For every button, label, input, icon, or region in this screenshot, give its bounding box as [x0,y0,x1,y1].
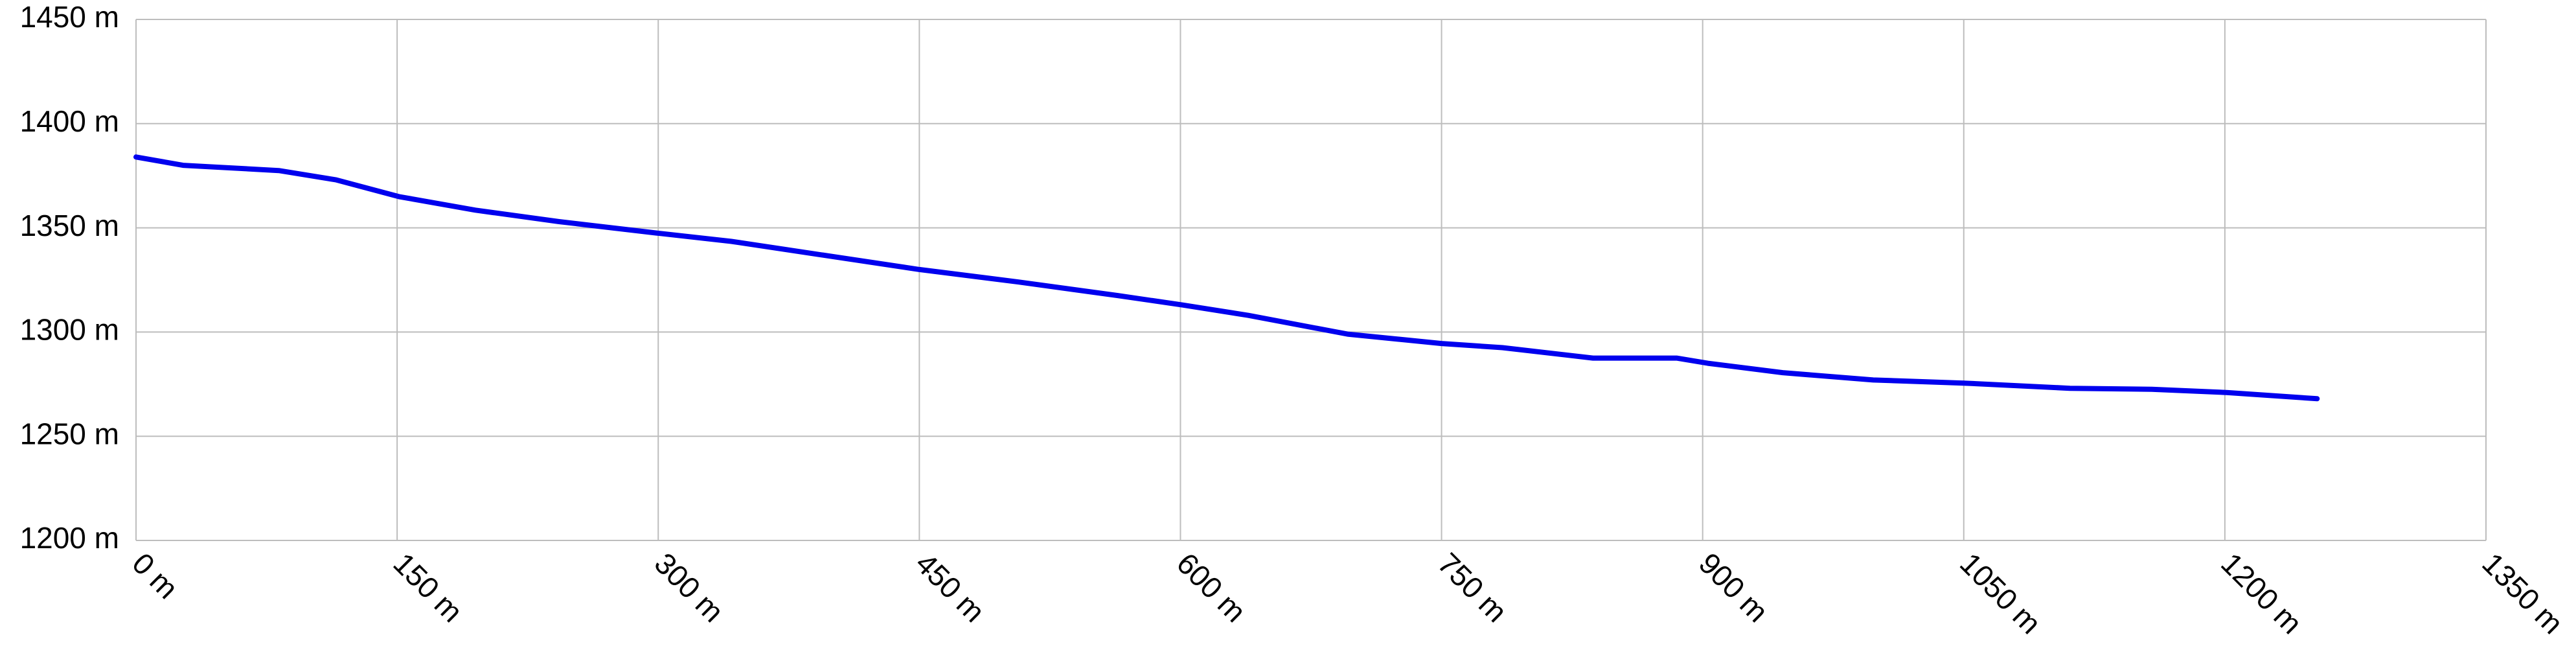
x-tick-label: 450 m [909,546,992,629]
x-tick-label: 1050 m [1954,546,2047,640]
x-tick-label: 600 m [1170,546,1253,629]
y-tick-label: 1400 m [20,104,119,138]
elevation-line [133,154,2320,402]
x-tick-label: 900 m [1693,546,1775,629]
y-tick-label: 1300 m [20,313,119,347]
x-tick-label: 150 m [387,546,469,629]
x-tick-label: 0 m [126,546,185,605]
x-tick-label: 1200 m [2215,546,2308,640]
y-tick-label: 1350 m [20,209,119,242]
x-tick-label: 1350 m [2476,546,2570,640]
y-tick-label: 1450 m [20,0,119,34]
y-tick-label: 1200 m [20,521,119,555]
y-tick-label: 1250 m [20,417,119,450]
x-tick-label: 750 m [1431,546,1514,629]
x-tick-label: 300 m [648,546,731,629]
